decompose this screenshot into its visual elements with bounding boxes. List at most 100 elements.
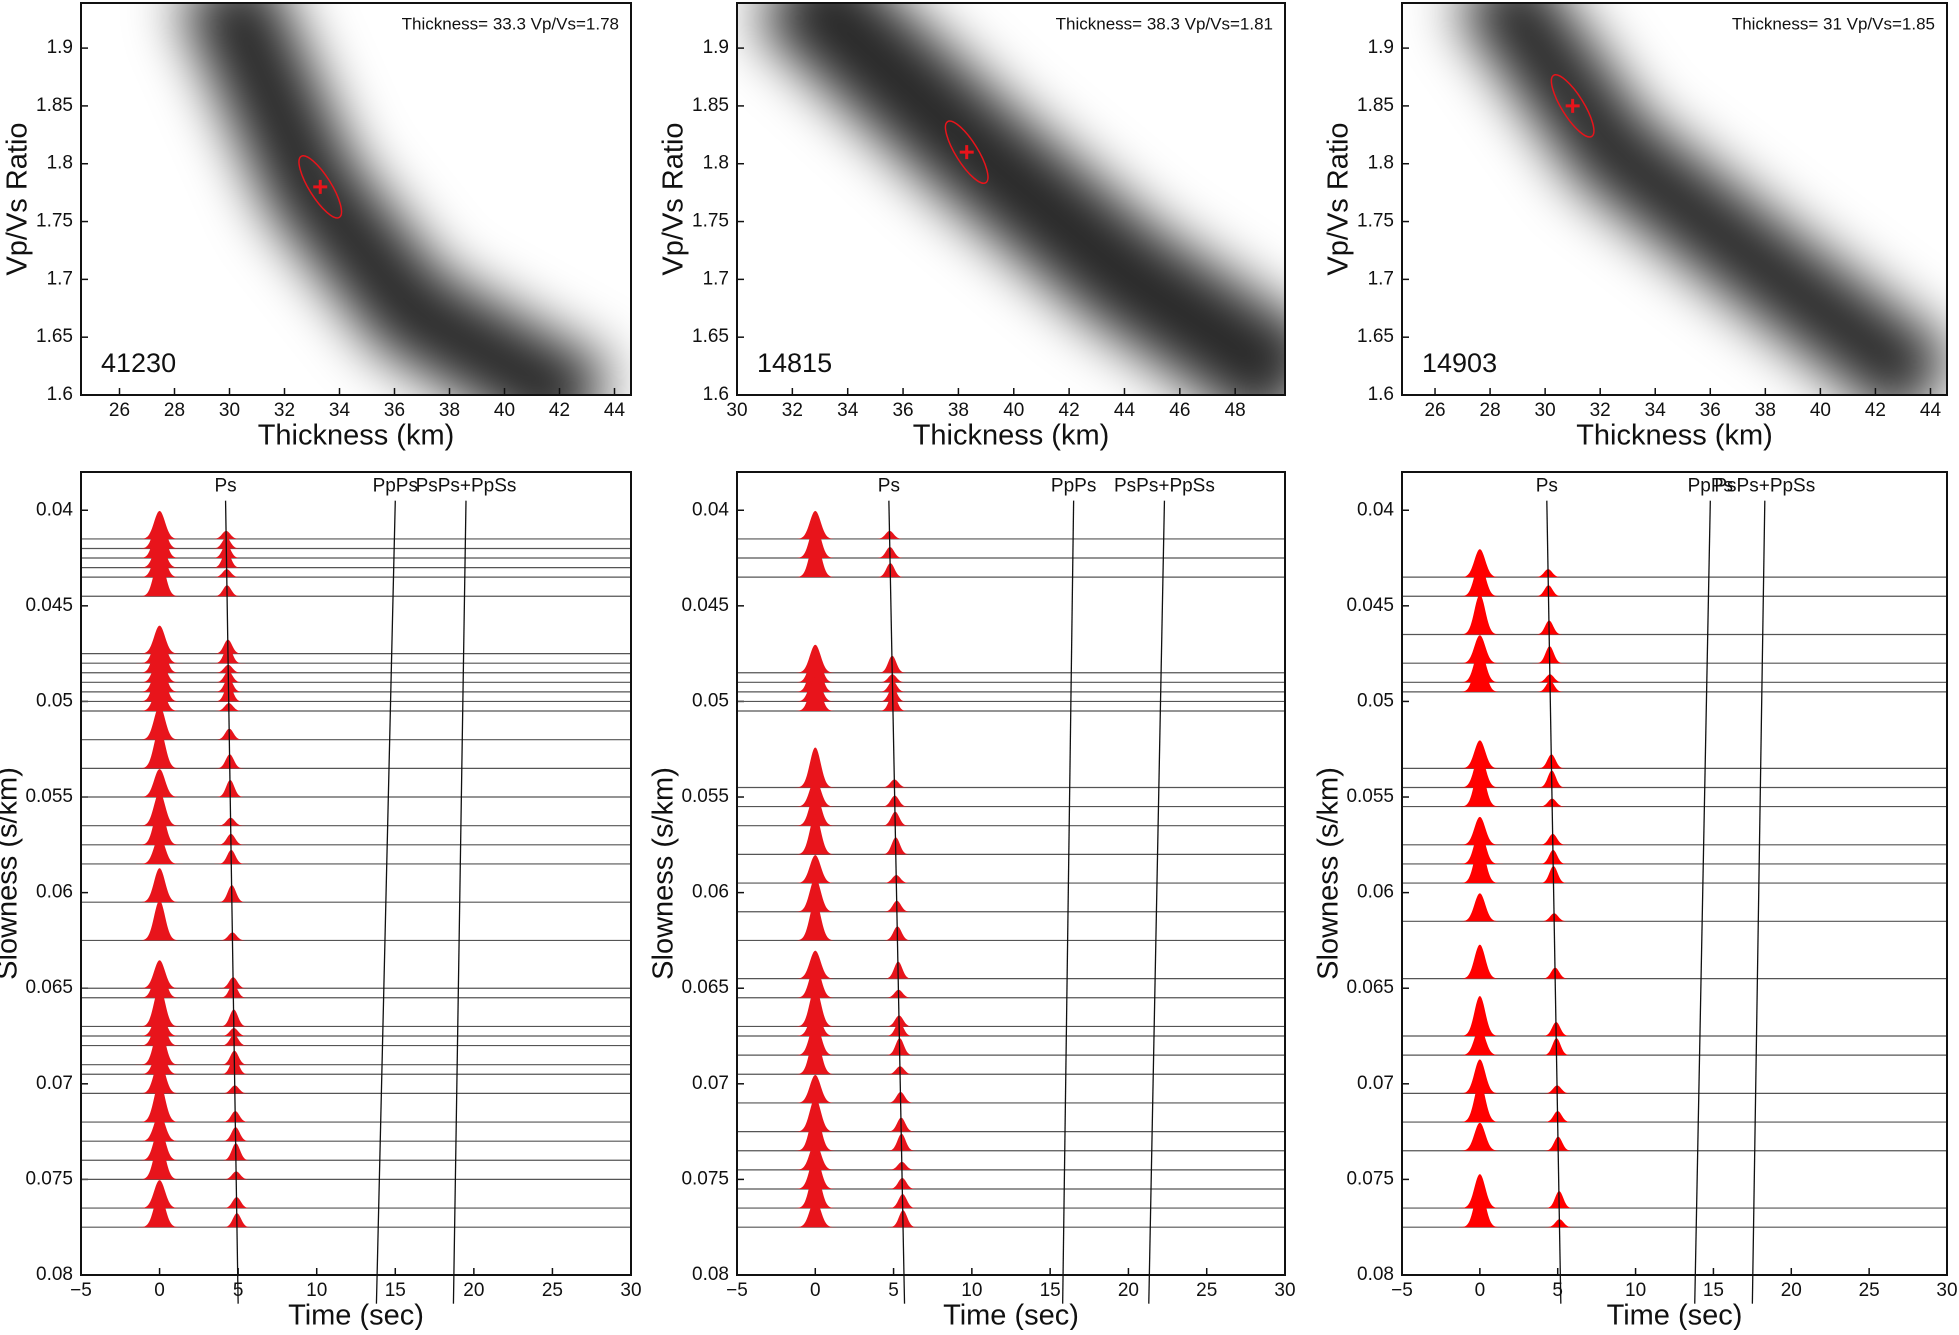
y-tick-label: 1.9 (1368, 37, 1394, 58)
y-axis-label: Vp/Vs Ratio (1323, 122, 1355, 275)
direct-pulse (131, 963, 188, 998)
x-tick-label: 34 (837, 400, 859, 421)
direct-pulse (787, 676, 844, 711)
x-tick-label: 0 (1475, 1280, 1486, 1301)
direct-pulse (1451, 893, 1508, 922)
x-tick-label: 26 (1424, 400, 1445, 421)
plot-frame (1401, 471, 1948, 1276)
x-tick-label: 5 (1552, 1280, 1563, 1301)
direct-pulse (131, 632, 188, 673)
direct-pulse (131, 556, 188, 597)
x-tick-label: 36 (384, 400, 405, 421)
x-tick-label: −5 (70, 1280, 92, 1301)
direct-pulse (131, 1024, 188, 1065)
y-axis-label: Slowness (s/km) (648, 767, 680, 980)
y-tick-label: 0.08 (36, 1264, 73, 1285)
y-tick-label: 0.04 (1357, 499, 1394, 520)
y-tick-label: 0.07 (692, 1073, 729, 1094)
x-tick-label: 36 (892, 400, 913, 421)
x-tick-label: 28 (164, 400, 185, 421)
y-tick-label: 1.8 (703, 153, 729, 174)
x-tick-label: 15 (385, 1280, 406, 1301)
plot-frame (80, 2, 632, 396)
station-label: 14903 (1422, 348, 1497, 378)
y-tick-label: 1.85 (36, 95, 73, 116)
y-tick-label: 1.9 (703, 37, 729, 58)
direct-pulse (1451, 562, 1508, 597)
direct-pulse (787, 855, 844, 884)
phase-moveout (888, 500, 906, 1304)
x-tick-label: 42 (1865, 400, 1886, 421)
y-axis-label: Slowness (s/km) (0, 767, 24, 980)
y-tick-label: 0.075 (681, 1168, 729, 1189)
y-tick-label: 1.85 (1357, 95, 1394, 116)
direct-pulse (1451, 1122, 1508, 1151)
phase-moveout (1546, 500, 1562, 1304)
y-tick-label: 1.65 (36, 326, 73, 347)
direct-pulse (1451, 996, 1508, 1037)
phase-moveout (1062, 500, 1075, 1304)
y-tick-label: 0.055 (25, 786, 73, 807)
y-tick-label: 0.045 (681, 595, 729, 616)
x-tick-label: 30 (1274, 1280, 1295, 1301)
y-tick-label: 1.85 (692, 95, 729, 116)
y-tick-label: 1.9 (47, 37, 73, 58)
direct-pulse (787, 963, 844, 998)
direct-pulse (131, 1139, 188, 1180)
y-tick-label: 0.04 (36, 499, 73, 520)
y-tick-label: 0.06 (36, 882, 73, 903)
direct-pulse (1451, 651, 1508, 692)
plot-frame (80, 471, 632, 1276)
direct-pulse (131, 728, 188, 769)
y-tick-label: 0.045 (1346, 595, 1394, 616)
phase-moveout (375, 500, 396, 1304)
y-tick-label: 1.75 (692, 211, 729, 232)
x-tick-label: 32 (274, 400, 295, 421)
direct-pulse (131, 1193, 188, 1228)
direct-pulse (1451, 843, 1508, 884)
y-tick-label: 0.065 (681, 977, 729, 998)
y-tick-label: 1.6 (703, 384, 729, 405)
phase-moveout (1751, 500, 1766, 1304)
traces (737, 510, 1285, 1228)
x-tick-label: 25 (1859, 1280, 1880, 1301)
x-tick-label: 36 (1700, 400, 1721, 421)
x-tick-label: 30 (1936, 1280, 1957, 1301)
y-tick-label: 0.07 (1357, 1073, 1394, 1094)
direct-pulse (1451, 1059, 1508, 1094)
y-tick-label: 0.08 (692, 1264, 729, 1285)
y-tick-label: 1.7 (1368, 268, 1394, 289)
phase-moveout (1148, 500, 1166, 1304)
y-tick-label: 1.65 (692, 326, 729, 347)
phase-label: Ps (214, 476, 236, 497)
x-tick-label: 46 (1169, 400, 1190, 421)
x-tick-label: 30 (219, 400, 240, 421)
direct-pulse (131, 804, 188, 845)
y-tick-label: 0.065 (1346, 977, 1394, 998)
phase-moveout (224, 500, 239, 1304)
x-tick-label: 44 (1920, 400, 1942, 421)
direct-pulse (131, 769, 188, 798)
traces (1402, 549, 1947, 1228)
direct-pulse (131, 705, 188, 740)
phase-moveout (452, 500, 467, 1304)
y-tick-label: 0.055 (1346, 786, 1394, 807)
y-axis-label: Slowness (s/km) (1313, 767, 1345, 980)
x-tick-label: 32 (1590, 400, 1611, 421)
x-tick-label: 5 (888, 1280, 899, 1301)
best-estimate (1565, 98, 1580, 113)
x-tick-label: 20 (1781, 1280, 1802, 1301)
confidence-contour (1550, 74, 1595, 138)
phase-moveout (1694, 500, 1711, 1304)
x-tick-label: 32 (782, 400, 803, 421)
direct-pulse (131, 900, 188, 941)
direct-pulse (787, 900, 844, 941)
plot-frame (736, 471, 1286, 1276)
plot-frame (736, 2, 1286, 396)
x-axis-label: Thickness (km) (258, 420, 455, 452)
phase-label: PpPs (1051, 476, 1096, 497)
y-tick-label: 1.7 (703, 268, 729, 289)
direct-pulse (787, 1034, 844, 1075)
stack-amplitude (1453, 3, 1947, 395)
phase-label: PsPs+PpSs (1114, 476, 1215, 497)
